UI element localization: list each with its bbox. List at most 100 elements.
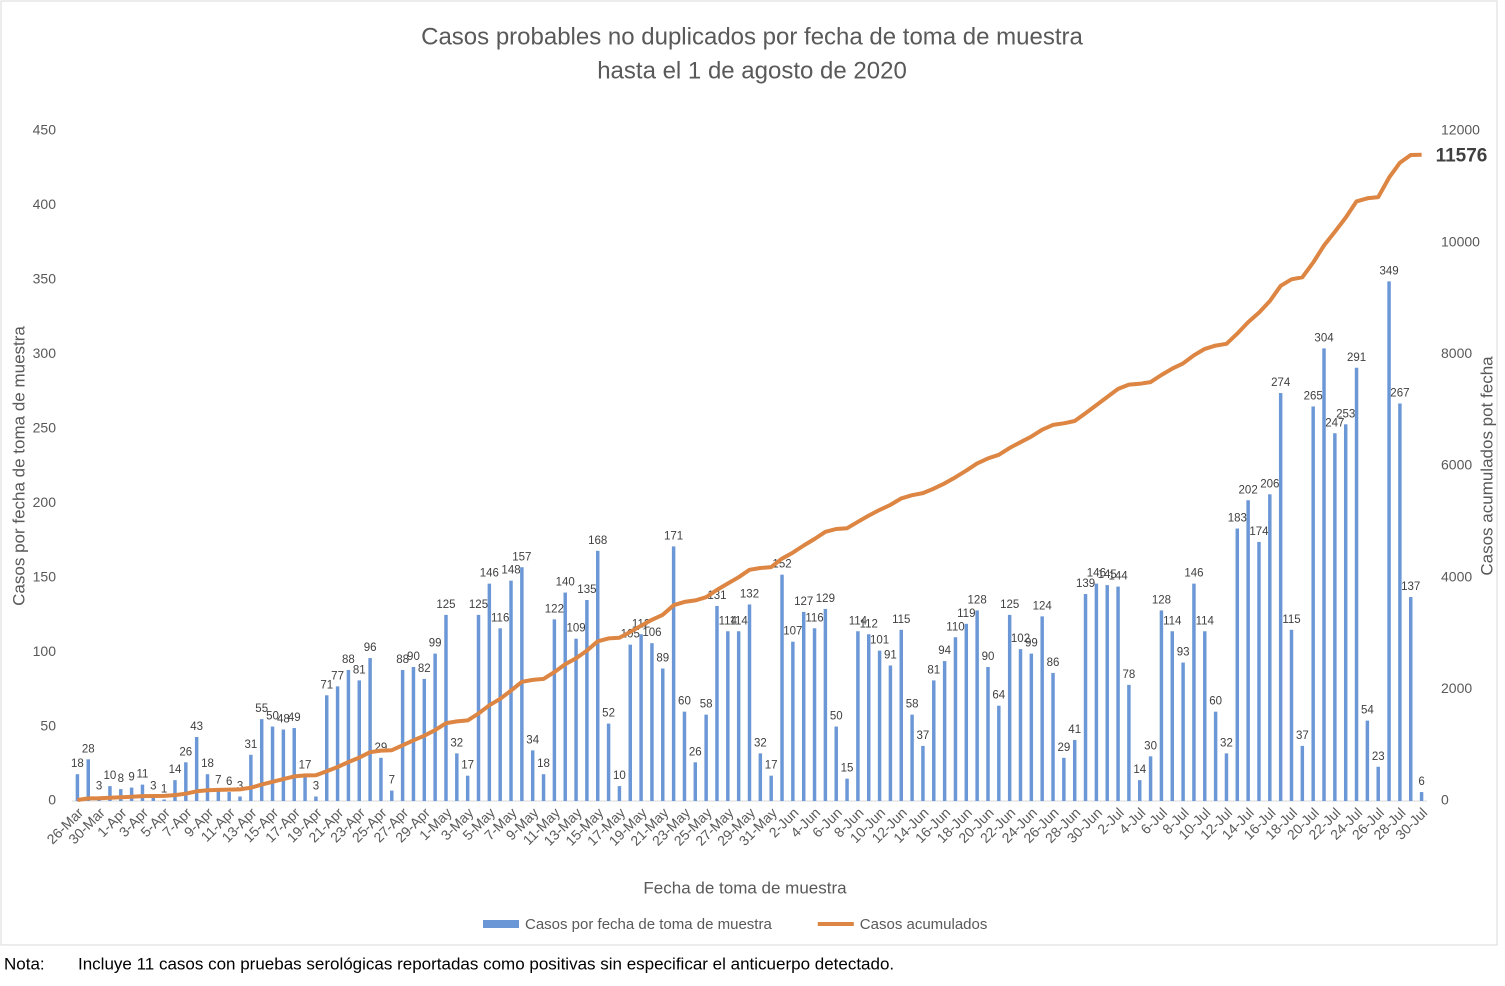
bar <box>1365 720 1370 801</box>
bar <box>270 726 275 801</box>
bar <box>249 754 253 801</box>
bar <box>465 775 470 801</box>
bar <box>422 678 427 801</box>
data-label: 18 <box>201 758 214 770</box>
data-label: 30 <box>1144 740 1157 752</box>
data-label: 265 <box>1304 390 1323 402</box>
bar <box>476 614 481 801</box>
bar <box>801 611 806 801</box>
data-label: 112 <box>860 618 878 630</box>
data-label: 37 <box>1296 730 1309 742</box>
data-label: 106 <box>642 627 661 639</box>
data-label: 8 <box>118 773 124 785</box>
bar <box>1387 281 1391 801</box>
data-label: 32 <box>450 737 463 749</box>
bar <box>856 631 860 801</box>
bar <box>314 796 318 801</box>
data-label: 48 <box>277 714 290 726</box>
y2-tick-label: 0 <box>1441 792 1449 808</box>
data-label: 23 <box>1372 751 1385 763</box>
y-tick-label: 200 <box>33 494 57 510</box>
data-label: 349 <box>1379 265 1398 277</box>
bar <box>238 796 242 801</box>
bar <box>1127 684 1131 801</box>
bar <box>281 729 286 801</box>
y-tick-label: 250 <box>33 419 57 435</box>
data-label: 139 <box>1076 578 1095 590</box>
bar <box>530 750 535 801</box>
data-label: 17 <box>765 760 778 772</box>
y-axis-title: Casos por fecha de toma de muestra <box>9 326 28 606</box>
data-label: 55 <box>255 703 268 715</box>
bar <box>541 774 546 801</box>
y2-tick-label: 10000 <box>1441 233 1480 249</box>
data-label: 114 <box>1163 615 1182 627</box>
bar <box>129 787 134 801</box>
bar <box>400 669 405 801</box>
bar <box>444 614 448 801</box>
data-label: 105 <box>621 629 640 641</box>
data-label: 11 <box>136 769 148 781</box>
data-label: 31 <box>244 739 257 751</box>
bar <box>1138 780 1142 801</box>
bar <box>1289 629 1294 801</box>
bar <box>1235 528 1240 801</box>
bar <box>1105 585 1109 801</box>
data-label: 102 <box>1011 633 1030 645</box>
bar <box>791 641 795 801</box>
data-label: 90 <box>407 651 420 663</box>
data-label: 114 <box>849 615 868 627</box>
data-label: 14 <box>1133 764 1146 776</box>
bar <box>606 723 611 801</box>
bar <box>1159 610 1164 801</box>
bar <box>682 711 687 801</box>
data-label: 88 <box>396 654 409 666</box>
bar <box>1268 494 1272 801</box>
chart-border <box>0 0 1498 946</box>
y-tick-label: 400 <box>33 196 57 212</box>
bar <box>596 550 600 801</box>
data-label: 7 <box>389 775 395 787</box>
data-label: 43 <box>190 721 203 733</box>
data-label: 146 <box>1087 568 1106 580</box>
bar <box>227 792 231 801</box>
data-label: 137 <box>1401 581 1420 593</box>
data-label: 58 <box>906 699 919 711</box>
data-label: 116 <box>491 612 509 624</box>
data-label: 15 <box>841 763 854 775</box>
line <box>77 152 1422 802</box>
data-label: 174 <box>1249 526 1269 538</box>
data-label: 101 <box>870 635 889 647</box>
data-label: 125 <box>1000 599 1019 611</box>
data-label: 60 <box>678 696 691 708</box>
y-tick-label: 300 <box>33 345 57 361</box>
bar <box>921 745 925 801</box>
bar <box>86 759 90 801</box>
bar <box>1148 756 1153 801</box>
data-label: 50 <box>830 711 843 723</box>
data-label: 148 <box>501 565 520 577</box>
bar <box>292 728 296 801</box>
bar <box>867 634 871 801</box>
bar <box>910 714 914 801</box>
bar <box>899 629 903 801</box>
bar <box>325 695 329 801</box>
data-label: 49 <box>288 712 301 724</box>
bar <box>1051 672 1055 801</box>
bar <box>119 789 123 801</box>
bar <box>975 610 979 801</box>
bar <box>205 774 210 801</box>
bar <box>1007 614 1012 801</box>
data-label: 202 <box>1239 484 1258 496</box>
bar <box>433 653 437 801</box>
bar <box>1322 348 1326 801</box>
data-label: 99 <box>429 638 442 650</box>
bar <box>736 631 741 801</box>
data-label: 157 <box>512 551 531 563</box>
data-label: 34 <box>526 734 539 746</box>
data-label: 146 <box>1184 568 1203 580</box>
bar <box>108 786 112 801</box>
data-label: 135 <box>577 584 596 596</box>
bar <box>303 775 307 801</box>
chart-title: Casos probables no duplicados por fecha … <box>421 23 1083 50</box>
